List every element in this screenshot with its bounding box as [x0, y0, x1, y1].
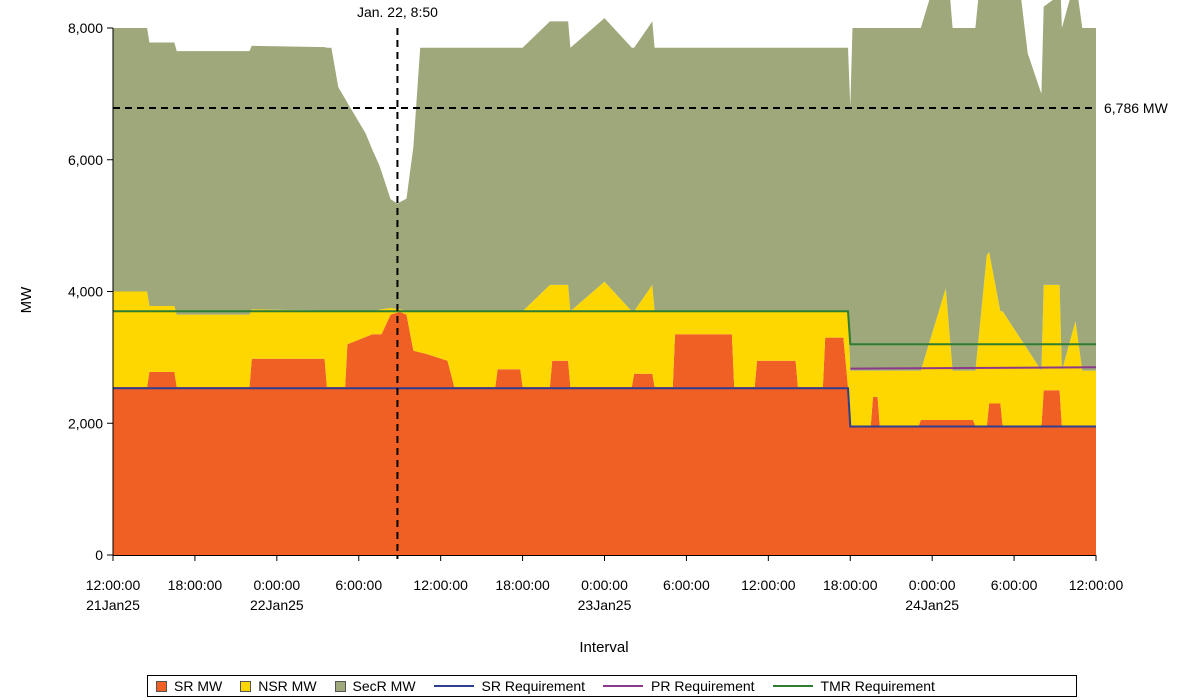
y-tick-label: 4,000: [68, 284, 103, 300]
reference-label-horizontal: 6,786 MW: [1104, 100, 1169, 116]
series-area-nsr-mw: [113, 252, 1096, 427]
plot-lines: [113, 310, 1097, 428]
y-tick-label: 6,000: [68, 152, 103, 168]
legend-swatch: [240, 680, 252, 692]
x-tick-label: 0:00:00: [581, 577, 628, 593]
legend-label: PR Requirement: [651, 678, 755, 694]
reference-lines: 6,786 MW Jan. 22, 8:50: [113, 4, 1169, 559]
x-tick-label: 12:00:00: [413, 577, 468, 593]
x-tick-label: 0:00:00: [909, 577, 956, 593]
series-area-secr-mw: [113, 0, 1096, 371]
legend-swatch: [334, 680, 346, 692]
series-line-tmr-requirement: [113, 310, 1096, 346]
series-area-sr-mw: [113, 311, 1096, 555]
legend-label: NSR MW: [258, 678, 317, 694]
series-line-sr-requirement: [113, 387, 1096, 428]
x-tick-label: 12:00:00: [741, 577, 796, 593]
x-tick-date-label: 23Jan25: [578, 597, 632, 613]
legend-item-sr-mw: SR MW: [156, 678, 222, 694]
x-tick-label: 18:00:00: [823, 577, 878, 593]
legend-item-sr-requirement: SR Requirement: [433, 678, 586, 694]
x-tick-label: 12:00:00: [86, 577, 141, 593]
axes: 0 2,000 4,000 6,000 8,000 12:00:00 21Jan25 18:0…: [68, 20, 1124, 613]
y-axis-title: MW: [18, 286, 35, 313]
x-tick-label: 0:00:00: [253, 577, 300, 593]
x-tick-date-label: 22Jan25: [250, 597, 304, 613]
plot-areas: [113, 0, 1096, 555]
legend: SR MW NSR MW SecR MW SR Requirement PR Requi…: [147, 675, 1077, 697]
legend-swatch: [433, 685, 474, 687]
y-tick-label: 2,000: [68, 415, 103, 431]
y-tick-label: 0: [95, 547, 103, 563]
legend-swatch: [772, 685, 813, 687]
legend-label: SecR MW: [352, 678, 416, 694]
legend-item-tmr-requirement: TMR Requirement: [772, 678, 935, 694]
legend-label: SR Requirement: [481, 678, 586, 694]
legend-label: SR MW: [174, 678, 223, 694]
x-tick-label: 6:00:00: [663, 577, 710, 593]
legend-swatch: [156, 680, 167, 692]
x-tick-label: 12:00:00: [1069, 577, 1124, 593]
x-tick-date-label: 21Jan25: [86, 597, 140, 613]
legend-item-secr-mw: SecR MW: [334, 678, 416, 694]
x-axis-title: Interval: [579, 639, 628, 656]
legend-label: TMR Requirement: [820, 678, 935, 694]
legend-item-pr-requirement: PR Requirement: [603, 678, 755, 694]
x-tick-label: 18:00:00: [495, 577, 550, 593]
reference-label-vertical: Jan. 22, 8:50: [357, 4, 438, 20]
x-tick-label: 6:00:00: [335, 577, 382, 593]
x-tick-date-label: 24Jan25: [905, 597, 959, 613]
x-tick-label: 18:00:00: [168, 577, 223, 593]
y-tick-label: 8,000: [68, 20, 103, 36]
legend-item-nsr-mw: NSR MW: [240, 678, 317, 694]
x-tick-label: 6:00:00: [991, 577, 1038, 593]
series-line-pr-requirement: [850, 366, 1097, 370]
legend-swatch: [603, 685, 644, 687]
